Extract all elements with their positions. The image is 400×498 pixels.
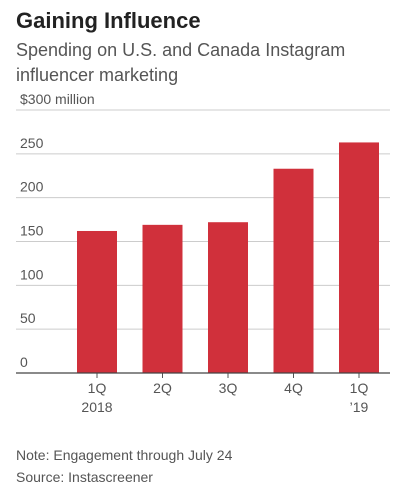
y-tick-label: 200	[20, 179, 44, 195]
x-tick-label: 1Q	[88, 380, 107, 396]
x-tick-label: 2Q	[153, 380, 172, 396]
y-tick-label: 100	[20, 266, 44, 282]
y-tick-label: $300 million	[20, 91, 95, 107]
bar	[273, 168, 314, 373]
gridlines	[16, 109, 390, 330]
y-tick-label: 150	[20, 223, 44, 239]
x-tick-label: 4Q	[284, 380, 303, 396]
chart-title: Gaining Influence	[16, 8, 201, 33]
x-tick-label: 3Q	[219, 380, 238, 396]
x-tick-sublabel: ’19	[350, 399, 369, 415]
chart-subtitle: Spending on U.S. and Canada Instagram in…	[16, 40, 346, 85]
tick-labels: 0 50 100 150 200 250 $300 million 1Q 2018 2Q 3Q 4Q 1…	[20, 91, 369, 415]
y-tick-label: 0	[20, 354, 28, 370]
footnote: Note: Engagement through July 24	[16, 447, 233, 463]
bar	[142, 224, 183, 373]
bar	[339, 142, 379, 373]
y-tick-label: 50	[20, 310, 36, 326]
x-tick-sublabel: 2018	[81, 399, 112, 415]
bar-chart: 0 50 100 150 200 250 $300 million 1Q 2018 2Q 3Q 4Q 1…	[16, 91, 390, 415]
source-note: Source: Instascreener	[16, 469, 153, 485]
x-tick-label: 1Q	[350, 380, 369, 396]
chart-footer: Note: Engagement through July 24 Source:…	[16, 444, 232, 488]
x-axis	[16, 372, 390, 378]
bar	[208, 222, 248, 373]
bars	[77, 142, 379, 373]
y-tick-label: 250	[20, 135, 44, 151]
bar	[77, 230, 117, 373]
